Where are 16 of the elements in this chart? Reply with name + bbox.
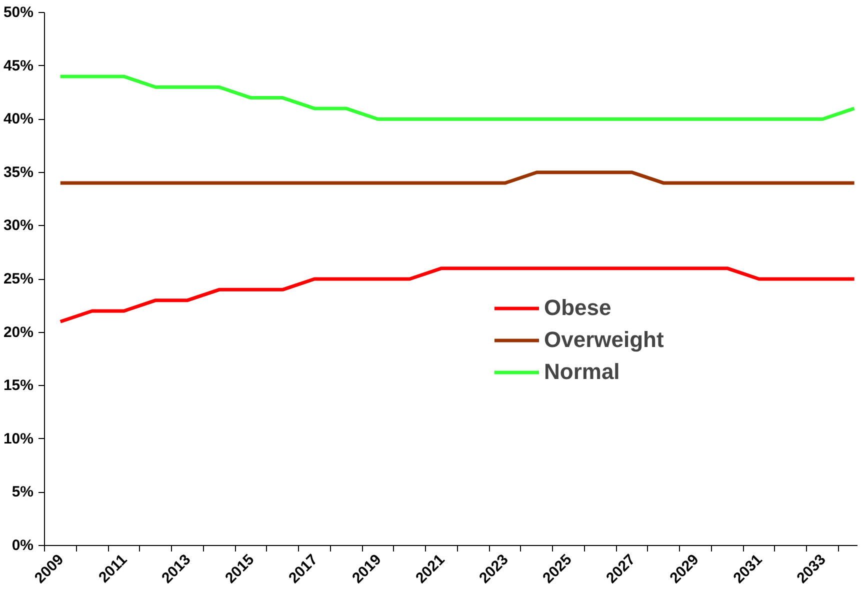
y-tick-label: 40% bbox=[3, 110, 34, 128]
y-tick-label: 30% bbox=[3, 217, 34, 234]
y-tick-label: 5% bbox=[12, 484, 34, 501]
y-tick-label: 35% bbox=[3, 164, 34, 181]
y-tick-label: 45% bbox=[3, 57, 34, 74]
line-series bbox=[58, 74, 856, 121]
y-tick-label: 15% bbox=[3, 377, 34, 394]
legend-label: Overweight bbox=[544, 327, 664, 353]
y-tick-label: 25% bbox=[3, 270, 34, 288]
line-series bbox=[58, 266, 856, 324]
legend-label: Normal bbox=[544, 359, 620, 385]
y-tick-label: 20% bbox=[3, 324, 34, 341]
y-tick-label: 50% bbox=[3, 4, 34, 21]
y-tick-label: 10% bbox=[3, 430, 34, 448]
y-tick-label: 0% bbox=[12, 537, 34, 554]
legend-label: Obese bbox=[544, 295, 612, 321]
